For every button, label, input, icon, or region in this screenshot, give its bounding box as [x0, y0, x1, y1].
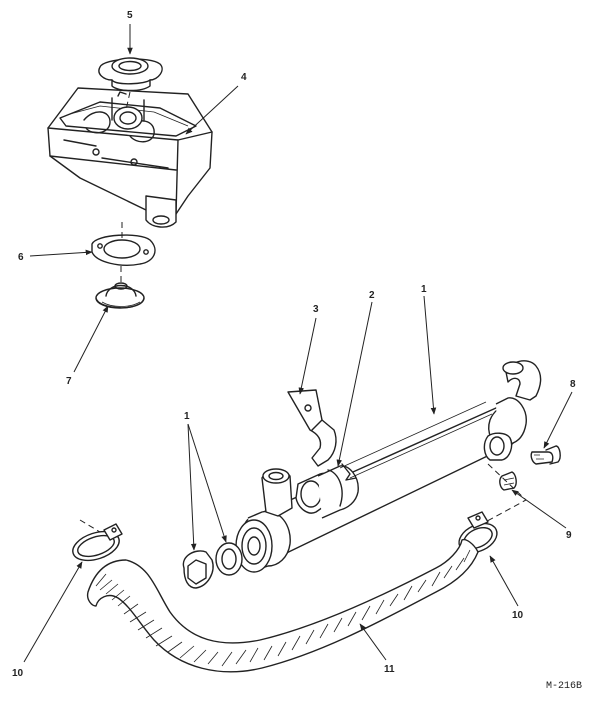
callout-1-top: 1	[421, 284, 427, 295]
drain-plug	[182, 550, 214, 589]
callout-4: 4	[241, 72, 247, 83]
heat-exchanger-core	[235, 360, 542, 573]
callout-1-left: 1	[184, 411, 190, 422]
figure-id: M-216B	[546, 681, 582, 692]
callout-11: 11	[384, 664, 395, 675]
filler-cap	[98, 57, 163, 92]
drain-cock	[499, 471, 517, 491]
flexible-hose	[86, 538, 479, 673]
callout-10-left: 10	[12, 668, 24, 679]
expansion-tank	[47, 87, 213, 228]
callout-3: 3	[313, 304, 319, 315]
callout-8: 8	[570, 379, 576, 390]
hose-corrugations	[95, 549, 471, 667]
callout-9: 9	[566, 530, 572, 541]
top-assembly-centerline	[120, 91, 131, 282]
callout-5: 5	[127, 10, 133, 21]
callout-2: 2	[369, 290, 375, 301]
callout-labels: 5 4 6 7 3 2 1 8 1 9 10 10 11 M-216B	[12, 10, 582, 692]
mounting-bracket	[287, 389, 337, 467]
leader-lines	[23, 24, 573, 663]
gasket	[91, 234, 156, 266]
plug-gasket	[215, 542, 243, 576]
callout-6: 6	[18, 252, 24, 263]
hose-clamp-left	[72, 523, 123, 562]
callout-10-right: 10	[512, 610, 524, 621]
cap-screw	[530, 445, 561, 465]
thermostat	[95, 282, 145, 309]
callout-7: 7	[66, 376, 72, 387]
clamp-screw-centerline	[79, 519, 101, 533]
